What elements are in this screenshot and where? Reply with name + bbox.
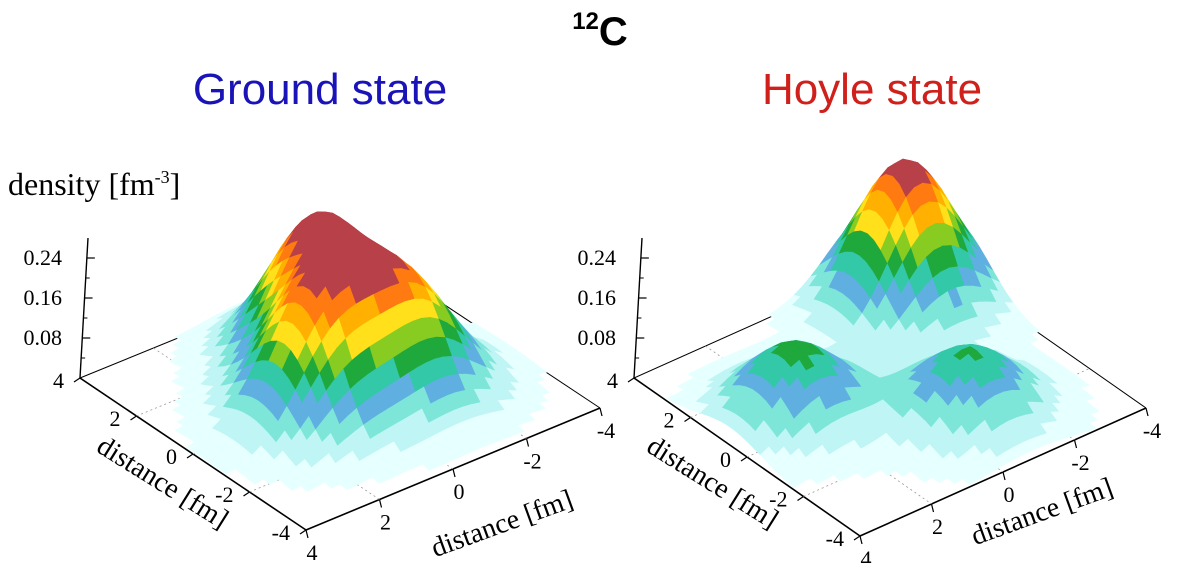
z-tick-label: 0.16: [578, 285, 617, 310]
surface-cell: [284, 479, 302, 491]
surface-cell: [219, 463, 236, 475]
density-label-text: density [fm: [8, 166, 155, 202]
x-tick-label: -2: [1071, 450, 1089, 475]
surface-cell: [339, 478, 356, 491]
surface-cell: [932, 471, 949, 484]
z-tick-label: 0.08: [578, 325, 617, 350]
x-tick-label: -4: [1143, 418, 1161, 443]
surface-cell: [916, 471, 934, 483]
x-tick-label: 0: [454, 479, 465, 504]
surface-cell: [324, 476, 341, 489]
y-tick: [243, 491, 250, 497]
density-surface: [666, 158, 1100, 488]
surface-cell: [247, 473, 265, 485]
surface-cell: [962, 473, 979, 485]
x-tick: [525, 438, 530, 447]
x-tick: [930, 503, 935, 513]
y-tick-label: 0: [720, 447, 731, 472]
y-tick: [684, 417, 691, 422]
x-tick: [599, 407, 603, 417]
x-tick: [1145, 407, 1149, 417]
surface-cell: [262, 473, 280, 485]
density-axis-label: density [fm-3]: [8, 164, 180, 209]
y-tick: [73, 377, 81, 383]
z-tick-label: 0.16: [24, 285, 63, 310]
axis-ticks: 4 2 0 -2 -4 4 2 0 -2 -4: [607, 368, 1161, 563]
z-axis: [79, 237, 89, 379]
x-tick-label: 0: [1004, 482, 1015, 507]
z-tick-label: 0.24: [578, 245, 617, 270]
y-tick-label: 2: [110, 406, 121, 431]
surface-cell: [371, 472, 389, 484]
x-tick: [1002, 471, 1006, 481]
x-tick: [859, 535, 863, 545]
x-axis-label: distance [fm]: [967, 472, 1117, 552]
axis-ticks: 4 2 0 -2 -4 4 2 0 -2 -4: [53, 368, 615, 563]
z-axis: [633, 237, 643, 379]
x-tick-label: -4: [597, 418, 615, 443]
x-tick-label: 4: [861, 546, 872, 563]
surface-cell: [895, 465, 912, 477]
y-tick-label: -4: [826, 526, 844, 551]
y-tick: [797, 496, 804, 501]
y-tick-label: 0: [166, 444, 177, 469]
element-symbol: C: [598, 10, 628, 54]
density-surface: [168, 211, 551, 492]
density-label-close: ]: [169, 166, 181, 202]
hoyle-state-title: Hoyle state: [761, 65, 983, 114]
surface-cell: [421, 459, 439, 471]
x-tick: [1073, 439, 1078, 449]
x-tick-label: 4: [307, 540, 318, 563]
y-tick: [853, 535, 861, 541]
y-tick: [130, 415, 137, 421]
y-tick: [627, 377, 635, 383]
y-tick-label: -2: [215, 482, 233, 507]
y-tick-label: 4: [53, 368, 64, 393]
surface-cell: [856, 467, 873, 480]
surface-cell: [880, 464, 897, 476]
y-tick-label: 4: [607, 368, 618, 393]
surface-cell: [947, 472, 964, 484]
y-tick-label: -2: [769, 487, 787, 512]
y-tick: [186, 453, 194, 459]
mass-number: 12: [572, 8, 599, 35]
x-tick: [305, 529, 309, 539]
surface-cell: [786, 476, 803, 488]
surface-cell: [833, 470, 850, 482]
ground-state-title: Ground state: [192, 65, 448, 114]
y-tick: [299, 529, 307, 535]
y-tick-label: -4: [272, 520, 290, 545]
density-label-exponent: -3: [154, 167, 170, 187]
x-tick-label: -2: [523, 449, 541, 474]
z-tick-label: 0.24: [24, 245, 63, 270]
z-tick-label: 0.08: [24, 325, 63, 350]
x-tick: [378, 499, 383, 508]
x-tick-label: 2: [932, 514, 943, 539]
x-tick-label: 2: [380, 510, 391, 535]
x-tick: [452, 468, 456, 478]
main-title: 12C: [0, 8, 1200, 62]
surface-cell: [300, 480, 317, 492]
y-tick: [740, 456, 748, 462]
surface-cell: [809, 472, 826, 485]
x-axis-label: distance [fm]: [427, 484, 577, 563]
y-tick-label: 2: [664, 408, 675, 433]
